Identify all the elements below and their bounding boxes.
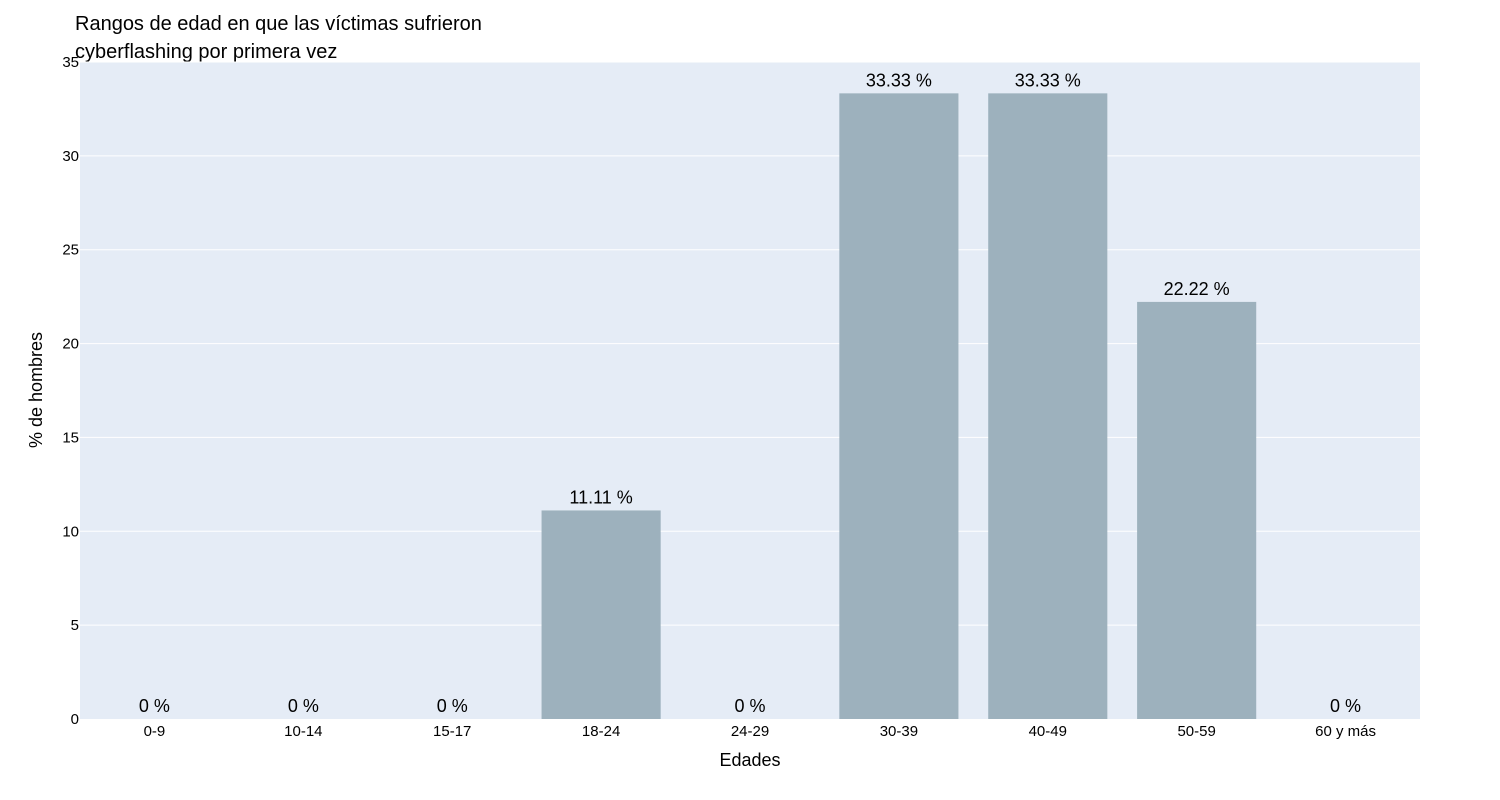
data-label: 0 % bbox=[1330, 696, 1361, 716]
x-tick-label: 50-59 bbox=[1177, 723, 1215, 740]
x-tick-label: 18-24 bbox=[582, 723, 620, 740]
x-tick-label: 10-14 bbox=[284, 723, 322, 740]
data-label: 33.33 % bbox=[1015, 70, 1081, 90]
x-tick-label: 30-39 bbox=[880, 723, 918, 740]
bar-18-24 bbox=[541, 510, 661, 719]
data-label: 0 % bbox=[437, 696, 468, 716]
data-label: 0 % bbox=[139, 696, 170, 716]
data-label: 22.22 % bbox=[1164, 279, 1230, 299]
x-tick-label: 0-9 bbox=[144, 723, 166, 740]
bar-30-39 bbox=[839, 93, 959, 720]
y-tick-label: 0 bbox=[71, 711, 79, 728]
data-label: 33.33 % bbox=[866, 70, 932, 90]
data-labels: 0 % 0 % 0 % 11.11 % 0 % 33.33 % 33.33 % 22.22 %… bbox=[139, 70, 1361, 716]
data-label: 0 % bbox=[288, 696, 319, 716]
data-label: 11.11 % bbox=[569, 487, 632, 507]
x-tick-label: 40-49 bbox=[1029, 723, 1067, 740]
y-tick-label: 15 bbox=[62, 429, 79, 446]
data-label: 0 % bbox=[734, 696, 765, 716]
bar-50-59 bbox=[1137, 301, 1257, 719]
y-tick-label: 5 bbox=[71, 617, 79, 634]
y-axis-title: % de hombres bbox=[26, 332, 46, 448]
x-tick-label: 15-17 bbox=[433, 723, 471, 740]
bars bbox=[541, 93, 1257, 720]
bar-40-49 bbox=[988, 93, 1108, 720]
x-axis-ticks: 0-9 10-14 15-17 18-24 24-29 30-39 40-49 50-59 60… bbox=[144, 723, 1376, 740]
y-tick-label: 35 bbox=[62, 54, 79, 71]
y-axis-ticks: 0 5 10 15 20 25 30 35 bbox=[62, 54, 79, 728]
chart-title: Rangos de edad en que las víctimas sufri… bbox=[75, 13, 482, 63]
x-axis-title: Edades bbox=[719, 750, 780, 770]
y-tick-label: 25 bbox=[62, 242, 79, 259]
y-tick-label: 30 bbox=[62, 148, 79, 165]
x-tick-label: 24-29 bbox=[731, 723, 769, 740]
y-tick-label: 20 bbox=[62, 336, 79, 353]
x-tick-label: 60 y más bbox=[1315, 723, 1376, 740]
y-tick-label: 10 bbox=[62, 523, 79, 540]
